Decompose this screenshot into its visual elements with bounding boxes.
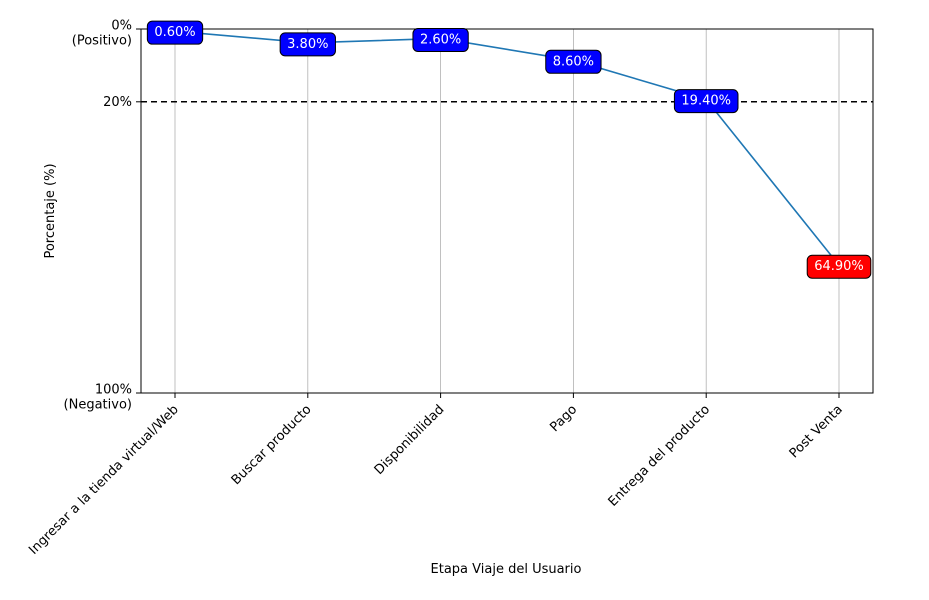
value-label: 19.40% (673, 89, 739, 114)
value-label-box (545, 49, 602, 74)
x-tick-label: Entrega del producto (606, 402, 713, 509)
value-label: 64.90% (806, 254, 872, 279)
value-label-box (146, 20, 204, 45)
value-label-text: 8.60% (553, 54, 594, 69)
value-label: 2.60% (412, 27, 469, 52)
y-tick-label: 0% (Positivo) (72, 19, 132, 49)
value-label: 3.80% (279, 32, 336, 57)
y-tick-label: 100% (Negativo) (64, 383, 132, 413)
value-label: 8.60% (545, 49, 602, 74)
value-label-box (412, 27, 469, 52)
value-label: 0.60% (146, 20, 204, 45)
value-label-box (673, 89, 739, 114)
value-label-text: 2.60% (420, 32, 461, 47)
x-axis-label: Etapa Viaje del Usuario (431, 562, 582, 577)
plot-frame (140, 28, 874, 394)
y-tick-label: 20% (103, 95, 132, 110)
y-axis-label: Porcentaje (%) (43, 163, 58, 258)
value-label-text: 0.60% (154, 25, 195, 40)
x-tick-label: Buscar producto (229, 402, 315, 488)
x-tick-label: Pago (547, 402, 580, 435)
x-tick-label: Ingresar a la tienda virtual/Web (26, 402, 182, 558)
value-label-text: 3.80% (287, 37, 328, 52)
x-tick-label: Disponibilidad (372, 402, 448, 478)
x-tick-label: Post Venta (787, 402, 846, 461)
line-series (174, 30, 840, 266)
value-label-text: 64.90% (814, 259, 864, 274)
value-label-text: 19.40% (681, 94, 731, 109)
value-label-box (279, 32, 336, 57)
value-label-box (806, 254, 872, 279)
